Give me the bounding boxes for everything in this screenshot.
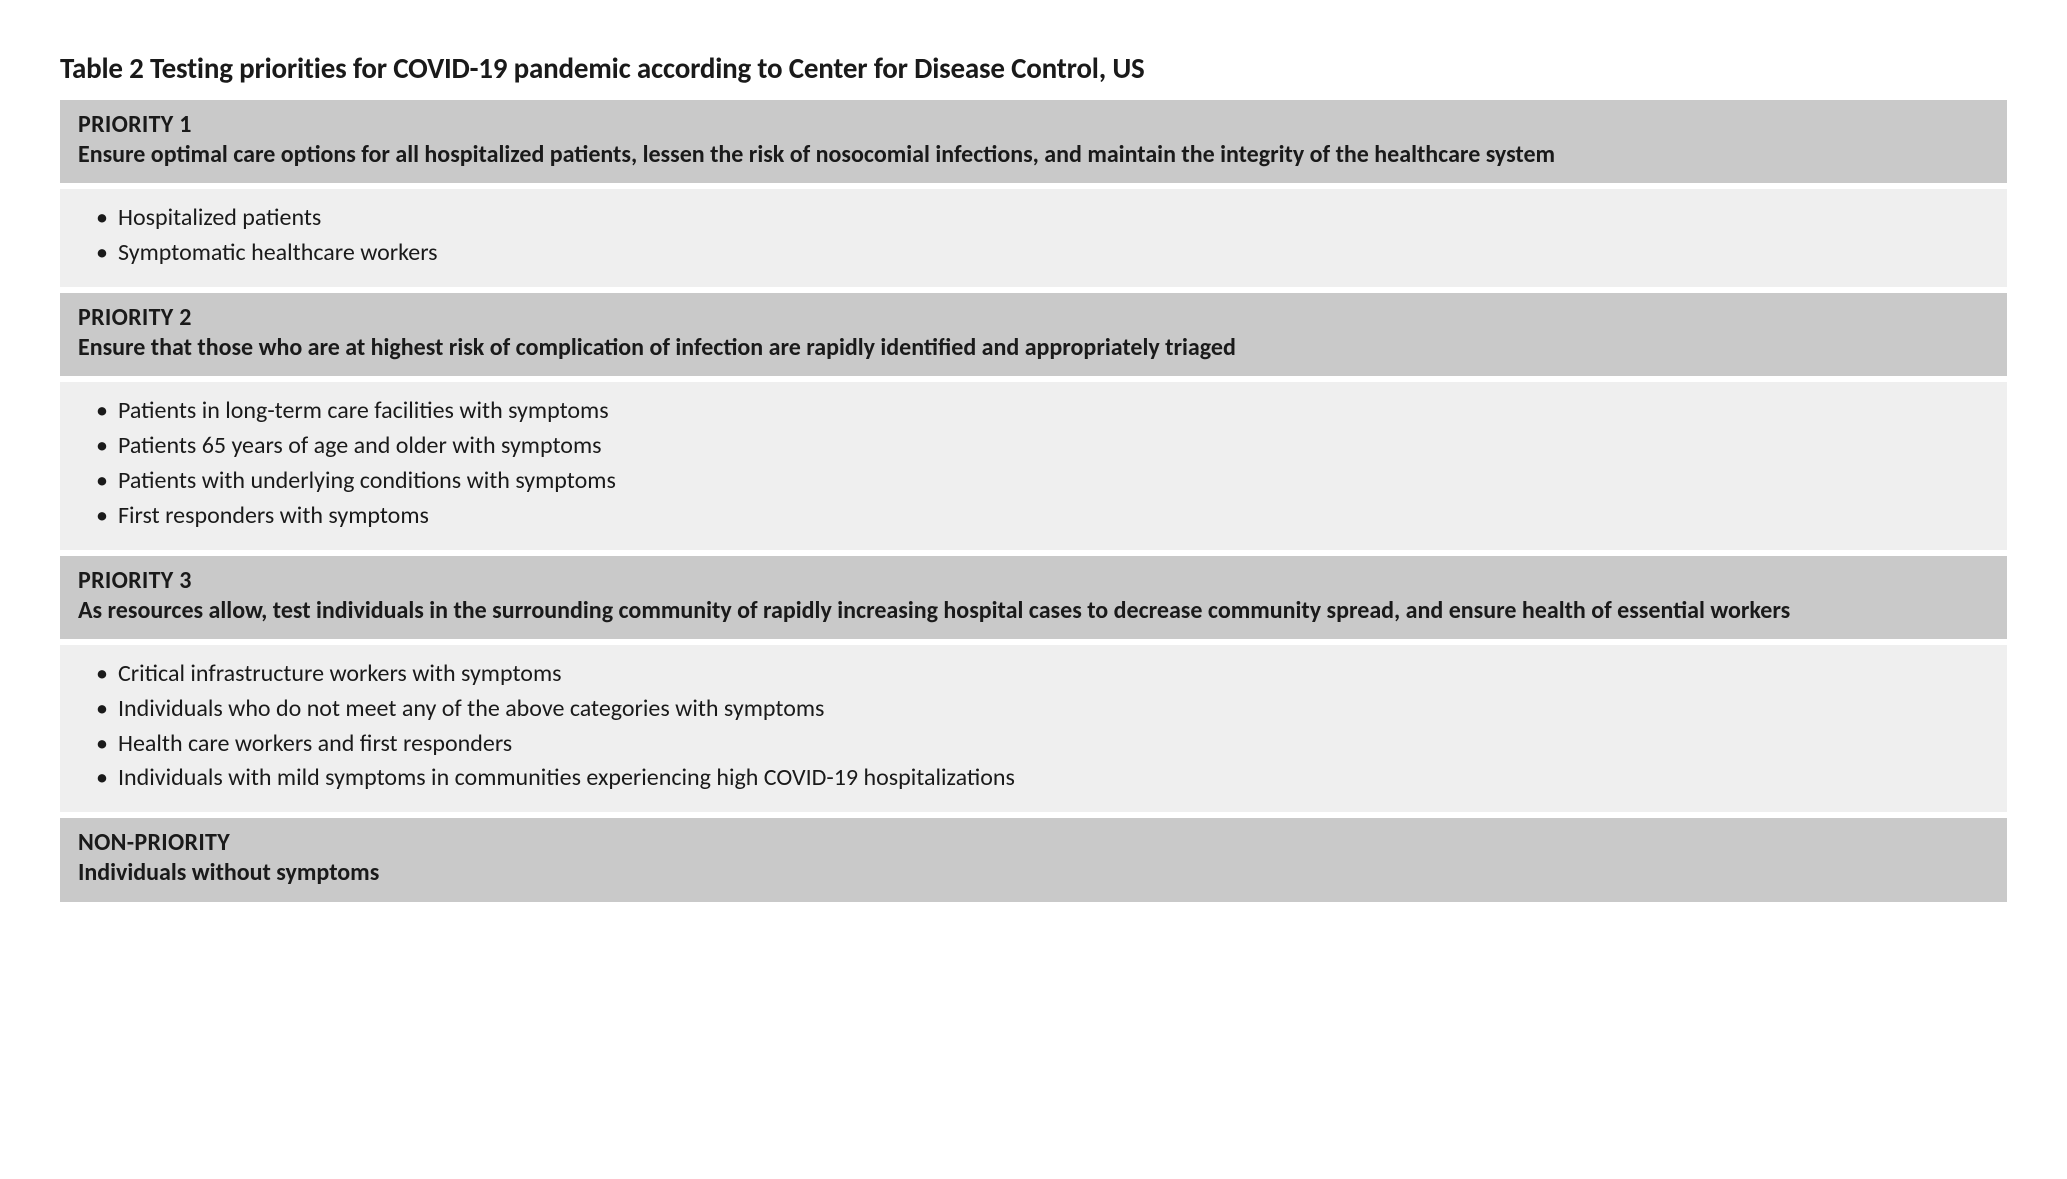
priority-header: NON-PRIORITYIndividuals without symptoms — [60, 818, 2007, 901]
sections-container: PRIORITY 1Ensure optimal care options fo… — [60, 100, 2007, 902]
list-item: Individuals who do not meet any of the a… — [118, 692, 1989, 727]
priority-table: Table 2 Testing priorities for COVID-19 … — [60, 50, 2007, 902]
list-item: Symptomatic healthcare workers — [118, 236, 1989, 271]
priority-description: Ensure optimal care options for all hosp… — [78, 139, 1989, 171]
priority-items: Hospitalized patientsSymptomatic healthc… — [60, 189, 2007, 287]
priority-label: NON-PRIORITY — [78, 828, 1989, 857]
list-item: Hospitalized patients — [118, 201, 1989, 236]
priority-header: PRIORITY 3As resources allow, test indiv… — [60, 556, 2007, 639]
list-item: First responders with symptoms — [118, 499, 1989, 534]
list-item: Patients 65 years of age and older with … — [118, 429, 1989, 464]
priority-description: Individuals without symptoms — [78, 857, 1989, 889]
priority-items: Patients in long-term care facilities wi… — [60, 382, 2007, 549]
item-list: Critical infrastructure workers with sym… — [118, 657, 1989, 796]
priority-header: PRIORITY 2Ensure that those who are at h… — [60, 293, 2007, 376]
list-item: Patients in long-term care facilities wi… — [118, 394, 1989, 429]
priority-label: PRIORITY 2 — [78, 303, 1989, 332]
table-title: Table 2 Testing priorities for COVID-19 … — [60, 50, 2007, 86]
priority-description: Ensure that those who are at highest ris… — [78, 332, 1989, 364]
priority-label: PRIORITY 3 — [78, 566, 1989, 595]
item-list: Patients in long-term care facilities wi… — [118, 394, 1989, 533]
list-item: Individuals with mild symptoms in commun… — [118, 761, 1989, 796]
priority-header: PRIORITY 1Ensure optimal care options fo… — [60, 100, 2007, 183]
list-item: Health care workers and first responders — [118, 727, 1989, 762]
priority-items: Critical infrastructure workers with sym… — [60, 645, 2007, 812]
priority-description: As resources allow, test individuals in … — [78, 595, 1989, 627]
priority-label: PRIORITY 1 — [78, 110, 1989, 139]
item-list: Hospitalized patientsSymptomatic healthc… — [118, 201, 1989, 271]
list-item: Patients with underlying conditions with… — [118, 464, 1989, 499]
list-item: Critical infrastructure workers with sym… — [118, 657, 1989, 692]
